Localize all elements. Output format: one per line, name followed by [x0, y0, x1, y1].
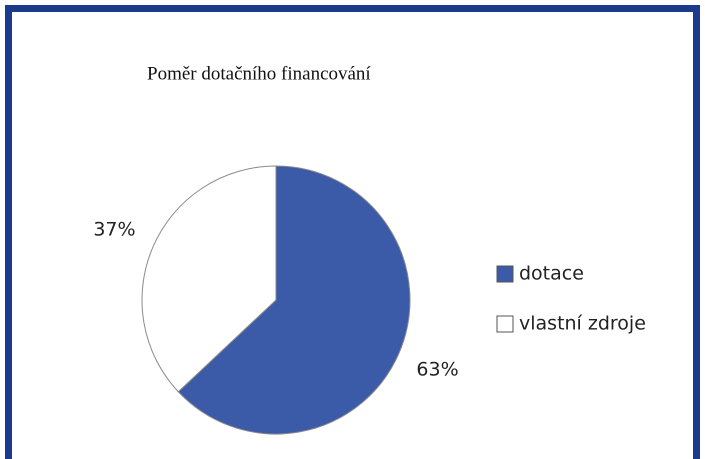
chart-title: Poměr dotačního financování — [147, 63, 371, 84]
pie-slice — [141, 165, 277, 393]
pie-slice — [177, 165, 411, 435]
data-label: 37% — [93, 219, 135, 241]
legend-label: vlastní zdroje — [519, 313, 646, 335]
legend-swatch — [496, 315, 514, 333]
data-label: 63% — [416, 358, 458, 380]
frame — [5, 5, 700, 459]
legend-swatch — [496, 265, 514, 283]
legend-label: dotace — [519, 263, 584, 285]
